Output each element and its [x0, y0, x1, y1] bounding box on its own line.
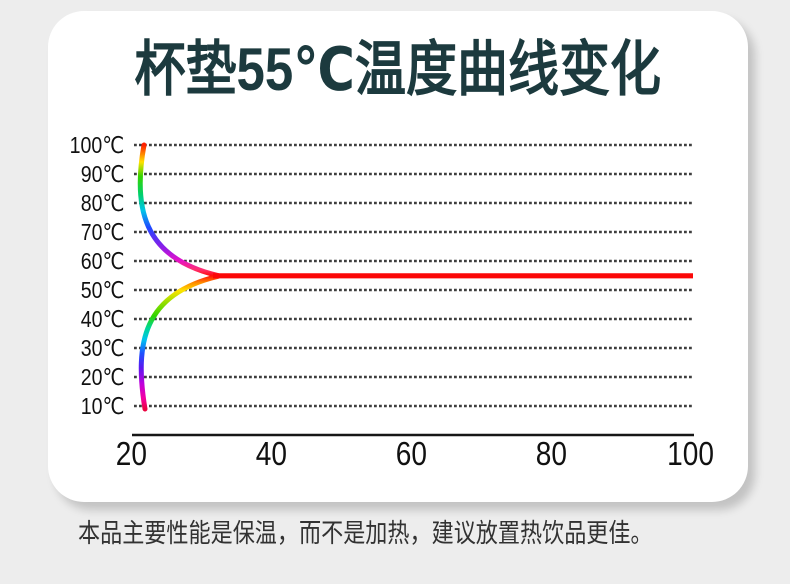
cold-warming-curve [138, 273, 221, 412]
temperature-chart-canvas [132, 142, 694, 437]
y-axis-tick-label: 10℃ [48, 392, 124, 420]
y-axis-tick-text: 70℃ [80, 219, 124, 245]
x-axis-tick-text: 80 [535, 435, 567, 472]
x-axis-tick-label: 100 [646, 435, 736, 472]
y-axis-tick-label: 70℃ [48, 218, 124, 246]
y-axis-tick-text: 100℃ [69, 132, 124, 158]
temperature-chart: 100℃ 90℃ 80℃ 70℃ 60℃ 50℃ 40℃ 30℃ 20℃ 10℃ 20 40 60 80 1… [48, 11, 748, 502]
y-axis-tick-text: 20℃ [80, 364, 124, 390]
y-axis-tick-label: 80℃ [48, 189, 124, 217]
y-axis-tick-text: 50℃ [80, 277, 124, 303]
y-axis-tick-label: 30℃ [48, 334, 124, 362]
y-axis-tick-label: 60℃ [48, 247, 124, 275]
y-axis-tick-label: 40℃ [48, 305, 124, 333]
y-axis-tick-text: 90℃ [80, 161, 124, 187]
x-axis-tick-text: 60 [395, 435, 427, 472]
y-axis-tick-label: 20℃ [48, 363, 124, 391]
product-caption-text: 本品主要性能是保温，而不是加热，建议放置热饮品更佳。 [78, 518, 653, 548]
x-axis-tick-text: 100 [667, 435, 715, 472]
y-axis-tick-text: 40℃ [80, 306, 124, 332]
gridlines [134, 143, 693, 408]
y-axis-tick-text: 80℃ [80, 190, 124, 216]
x-axis-tick-label: 40 [226, 435, 316, 472]
y-axis-tick-text: 30℃ [80, 335, 124, 361]
product-info-card: 杯垫55℃温度曲线变化 100℃ 90℃ 80℃ 70℃ 60℃ 50℃ 40℃ 30℃ 20℃… [48, 11, 748, 502]
hot-cooling-curve [137, 142, 221, 278]
page-title: 杯垫55℃温度曲线变化 [48, 33, 748, 107]
product-caption: 本品主要性能是保温，而不是加热，建议放置热饮品更佳。 [78, 518, 754, 548]
y-axis-tick-label: 50℃ [48, 276, 124, 304]
y-axis-tick-label: 100℃ [48, 131, 124, 159]
x-axis-tick-label: 20 [86, 435, 176, 472]
x-axis-tick-text: 40 [255, 435, 287, 472]
x-axis-tick-label: 80 [506, 435, 596, 472]
y-axis-tick-text: 10℃ [80, 393, 124, 419]
page-title-text: 杯垫55℃温度曲线变化 [134, 36, 662, 103]
x-axis-tick-label: 60 [366, 435, 456, 472]
x-axis-tick-text: 20 [115, 435, 147, 472]
y-axis-tick-label: 90℃ [48, 160, 124, 188]
y-axis-tick-text: 60℃ [80, 248, 124, 274]
